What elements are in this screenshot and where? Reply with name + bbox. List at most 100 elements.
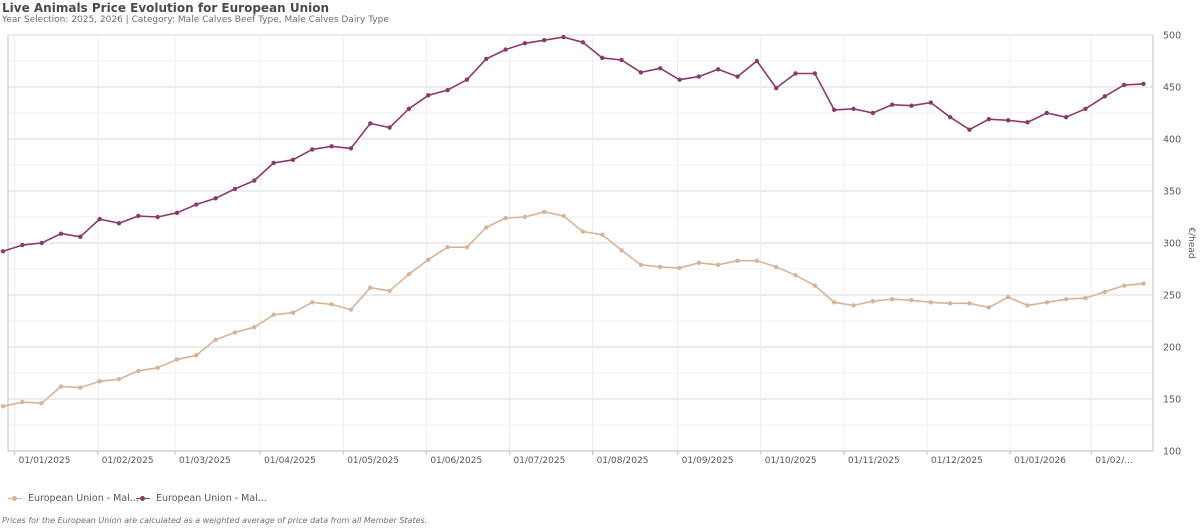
data-point-series-0: [1025, 303, 1030, 308]
data-point-series-1: [20, 242, 25, 248]
data-point-series-1: [793, 71, 798, 76]
x-tick-label: 01/06/2025: [430, 456, 482, 466]
data-point-series-0: [754, 258, 760, 263]
data-point-series-0: [716, 262, 721, 268]
data-point-series-1: [213, 196, 218, 201]
data-point-series-1: [619, 57, 624, 63]
data-point-series-0: [58, 384, 64, 389]
data-point-series-1: [696, 74, 702, 79]
data-point-series-0: [387, 288, 392, 294]
data-point-series-1: [39, 240, 44, 246]
data-point-series-1: [716, 67, 721, 72]
data-point-series-0: [1141, 281, 1146, 286]
data-point-series-1: [136, 213, 141, 219]
data-point-series-0: [348, 307, 354, 312]
x-tick-label: 01/02/2025: [102, 456, 154, 466]
data-point-series-1: [928, 100, 934, 105]
data-point-series-1: [329, 144, 334, 149]
x-tick-label: 01/01/2025: [19, 456, 71, 466]
data-point-series-0: [252, 325, 257, 330]
data-point-series-1: [406, 106, 412, 112]
data-point-series-1: [947, 114, 953, 120]
data-point-series-1: [155, 214, 160, 220]
y-tick-label: 100: [1163, 447, 1181, 458]
x-tick-label: 01/05/2025: [347, 456, 399, 466]
x-tick-label: 01/12/2025: [931, 456, 983, 466]
data-point-series-0: [368, 285, 373, 290]
data-point-series-1: [677, 77, 682, 82]
data-point-series-1: [310, 147, 315, 152]
data-point-series-1: [754, 58, 760, 64]
data-point-series-0: [484, 225, 489, 230]
data-point-series-1: [812, 71, 818, 76]
data-point-series-0: [0, 404, 6, 409]
data-point-series-0: [831, 300, 837, 305]
data-point-series-0: [1121, 283, 1127, 288]
data-point-series-1: [986, 117, 992, 122]
data-point-series-0: [580, 229, 586, 234]
data-point-series-0: [812, 283, 818, 288]
data-point-series-1: [232, 186, 238, 192]
data-point-series-0: [116, 377, 122, 382]
data-point-series-1: [658, 66, 663, 71]
data-point-series-1: [271, 160, 276, 166]
y-tick-label: 300: [1163, 239, 1181, 250]
y-tick-label: 500: [1163, 31, 1181, 42]
data-point-series-0: [522, 214, 528, 220]
data-point-series-0: [329, 302, 334, 307]
data-point-series-0: [619, 248, 624, 253]
data-point-series-1: [1025, 120, 1030, 125]
data-point-series-0: [677, 265, 682, 271]
data-point-series-1: [774, 85, 779, 91]
data-point-series-0: [947, 301, 953, 306]
legend-item-beef[interactable]: European Union - Mal...: [8, 493, 139, 504]
data-point-series-1: [542, 38, 547, 43]
data-point-series-0: [310, 300, 315, 305]
data-point-series-1: [638, 70, 644, 75]
data-point-series-0: [445, 244, 450, 250]
data-point-series-1: [735, 74, 740, 79]
data-point-series-0: [39, 400, 44, 406]
x-tick-label: 01/03/2025: [179, 456, 231, 466]
data-point-series-0: [1044, 300, 1050, 305]
data-point-series-0: [986, 305, 992, 310]
data-point-series-0: [870, 299, 876, 304]
series-line-0: [2, 211, 1144, 408]
data-point-series-1: [116, 221, 122, 226]
data-point-series-1: [484, 56, 489, 62]
x-tick-label: 01/01/2026: [1014, 456, 1066, 466]
data-point-series-0: [426, 257, 431, 262]
legend-swatch-beef: [8, 495, 22, 503]
data-point-series-0: [793, 273, 798, 278]
data-point-series-1: [851, 106, 856, 112]
line-chart[interactable]: 100 150 200 250 300 350 400 450 500 €/head 01/01/2…: [0, 0, 1200, 490]
data-point-series-0: [889, 296, 895, 302]
x-tick-label: 01/08/2025: [597, 456, 649, 466]
data-point-series-1: [561, 34, 566, 40]
data-point-series-1: [522, 41, 528, 46]
data-point-series-0: [406, 272, 412, 277]
data-point-series-0: [542, 209, 547, 214]
data-point-series-1: [1102, 94, 1108, 99]
data-point-series-1: [174, 210, 180, 216]
data-point-series-0: [78, 385, 83, 390]
y-tick-label: 350: [1163, 187, 1181, 198]
legend-swatch-dairy: [136, 495, 150, 503]
x-tick-label: 01/07/2025: [513, 456, 565, 466]
data-point-series-1: [889, 102, 895, 107]
data-point-series-1: [426, 93, 431, 98]
data-point-series-1: [1005, 118, 1011, 123]
series-line-1: [2, 36, 1144, 253]
chart-title: Live Animals Price Evolution for Europea…: [2, 1, 330, 15]
y-tick-label: 400: [1163, 135, 1181, 146]
data-point-series-0: [194, 353, 199, 358]
y-axis-label: €/head: [1186, 227, 1196, 258]
data-point-series-0: [638, 262, 644, 268]
data-point-series-0: [967, 301, 972, 306]
data-point-series-1: [580, 40, 586, 45]
data-point-series-1: [252, 178, 257, 183]
data-point-series-1: [1083, 106, 1088, 112]
data-point-series-1: [290, 157, 296, 162]
legend-item-dairy[interactable]: European Union - Mal...: [136, 493, 267, 504]
data-point-series-1: [0, 249, 6, 254]
